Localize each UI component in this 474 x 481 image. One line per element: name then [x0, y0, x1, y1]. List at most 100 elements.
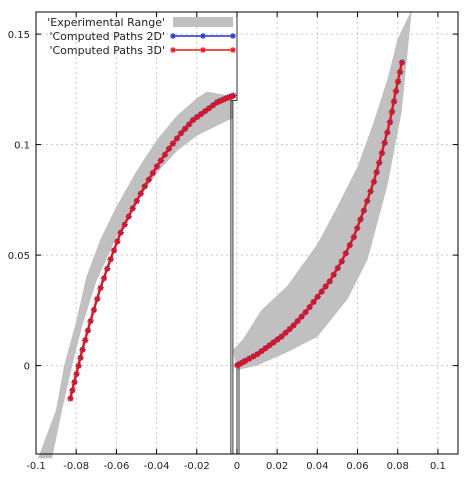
experimental-range-band-0	[38, 91, 233, 459]
computed-paths-3d-point	[114, 238, 121, 245]
computed-paths-3d-point	[388, 109, 395, 116]
computed-paths-3d-point	[254, 351, 261, 358]
axis-ticks: -0.1 -0.08 -0.06 -0.04 -0.02 0 0.02 0.04 0.06 0.0…	[8, 12, 458, 472]
computed-paths-3d-point	[81, 337, 88, 344]
computed-paths-3d-point	[149, 170, 156, 177]
geometry-outline	[230, 12, 240, 454]
legend-key-computed-paths-2d-marker-start	[170, 33, 176, 39]
computed-paths-3d-point	[386, 119, 393, 126]
legend: 'Experimental Range' 'Computed Paths 2D'…	[47, 16, 236, 57]
computed-paths-3d-point	[318, 288, 325, 295]
computed-paths-3d-point	[290, 322, 297, 329]
computed-paths-3d-point	[367, 188, 374, 195]
computed-paths-3d-point	[197, 111, 204, 118]
computed-paths-3d-point	[375, 160, 382, 167]
experimental-range-bands	[38, 9, 412, 459]
computed-paths-3d-point	[69, 387, 76, 394]
computed-paths-3d-point	[278, 333, 285, 340]
computed-paths-3d-point	[229, 92, 236, 99]
computed-paths-3d-point	[334, 265, 341, 272]
computed-paths-3d-point	[90, 307, 97, 314]
computed-paths	[67, 59, 406, 402]
y-tick-label: 0.15	[8, 30, 30, 41]
x-tick-label: -0.02	[184, 461, 210, 472]
computed-paths-3d-point	[177, 130, 184, 137]
computed-paths-3d-point	[326, 278, 333, 285]
computed-paths-3d-point	[298, 313, 305, 320]
computed-paths-3d-point	[165, 146, 172, 153]
legend-label-computed-paths-3d: 'Computed Paths 3D'	[49, 44, 165, 57]
legend-key-computed-paths-3d-marker-mid	[200, 47, 206, 53]
computed-paths-3d-point	[294, 318, 301, 325]
computed-paths-3d-point	[250, 353, 257, 360]
computed-paths-3d-point	[169, 140, 176, 147]
computed-paths-3d-point	[189, 117, 196, 124]
computed-paths-3d-point	[350, 234, 357, 241]
y-tick-label: 0.05	[8, 251, 30, 262]
legend-key-computed-paths-2d-marker-mid	[200, 33, 206, 39]
computed-paths-3d-point	[353, 225, 360, 232]
x-tick-label: -0.04	[144, 461, 170, 472]
legend-key-experimental-range	[173, 17, 233, 27]
computed-paths-3d-point	[302, 309, 309, 316]
computed-paths-3d-point	[330, 271, 337, 278]
legend-key-computed-paths-3d-marker-end	[230, 47, 236, 53]
computed-paths-3d-point	[185, 121, 192, 128]
computed-paths-3d-point	[71, 379, 78, 386]
computed-paths-3d-point	[282, 330, 289, 337]
computed-paths-3d-point	[396, 69, 403, 76]
computed-paths-3d-point	[137, 190, 144, 197]
computed-paths-3d-point	[381, 140, 388, 147]
x-tick-label: 0.04	[306, 461, 328, 472]
computed-paths-3d-point	[390, 98, 397, 105]
computed-paths-3d-point	[266, 342, 273, 349]
computed-paths-3d-point	[117, 230, 124, 236]
computed-paths-3d-point	[157, 157, 164, 164]
computed-paths-3d-point	[125, 213, 132, 220]
plot-frame	[35, 11, 459, 455]
computed-paths-3d-point	[145, 176, 152, 183]
computed-paths-3d-line-0	[69, 94, 234, 400]
computed-paths-3d-point	[129, 205, 136, 212]
computed-paths-3d-point	[67, 395, 74, 402]
geometry-outline-line-0	[230, 12, 238, 454]
computed-paths-3d-point	[338, 258, 345, 265]
computed-paths-3d-point	[342, 250, 349, 257]
computed-paths-3d-point	[75, 363, 82, 370]
x-tick-label: 0.02	[266, 461, 288, 472]
computed-paths-3d-point	[87, 318, 94, 325]
computed-paths-3d-point	[392, 88, 399, 95]
computed-paths-3d-point	[314, 294, 321, 301]
experimental-range-band-1	[232, 9, 412, 371]
computed-paths-3d-point	[121, 221, 128, 228]
computed-paths-3d-point	[79, 347, 86, 354]
x-tick-label: -0.08	[63, 461, 89, 472]
computed-paths-3d-point	[153, 163, 160, 170]
x-tick-label: -0.1	[26, 461, 46, 472]
computed-paths-3d-point	[77, 355, 84, 362]
y-tick-label: 0.1	[14, 141, 30, 152]
computed-paths-3d-point	[383, 129, 390, 136]
computed-paths-2d-line-0	[69, 94, 234, 400]
computed-paths-3d-point	[241, 358, 248, 365]
computed-paths-3d-point	[310, 299, 317, 306]
x-tick-label: -0.06	[103, 461, 129, 472]
computed-paths-3d-point	[141, 183, 148, 190]
computed-paths-3d-point	[370, 179, 377, 186]
computed-paths-3d-point	[110, 247, 117, 254]
computed-paths-3d-point	[378, 150, 385, 157]
y-tick-label: 0	[24, 362, 30, 373]
legend-key-computed-paths-3d-marker-start	[170, 47, 176, 53]
computed-paths-3d-point	[322, 283, 329, 290]
computed-paths-3d-point	[360, 207, 367, 214]
computed-paths-3d-point	[209, 102, 216, 109]
legend-key-computed-paths-2d-marker-end	[230, 33, 236, 39]
computed-paths-3d-point	[363, 198, 370, 205]
legend-label-experimental-range: 'Experimental Range'	[47, 16, 165, 29]
computed-paths-3d-point	[133, 198, 140, 205]
computed-paths-3d-point	[357, 216, 364, 223]
computed-paths-3d-point	[173, 135, 180, 142]
x-tick-label: 0.08	[387, 461, 409, 472]
computed-paths-3d-point	[306, 304, 313, 311]
computed-paths-3d-point	[201, 108, 208, 115]
